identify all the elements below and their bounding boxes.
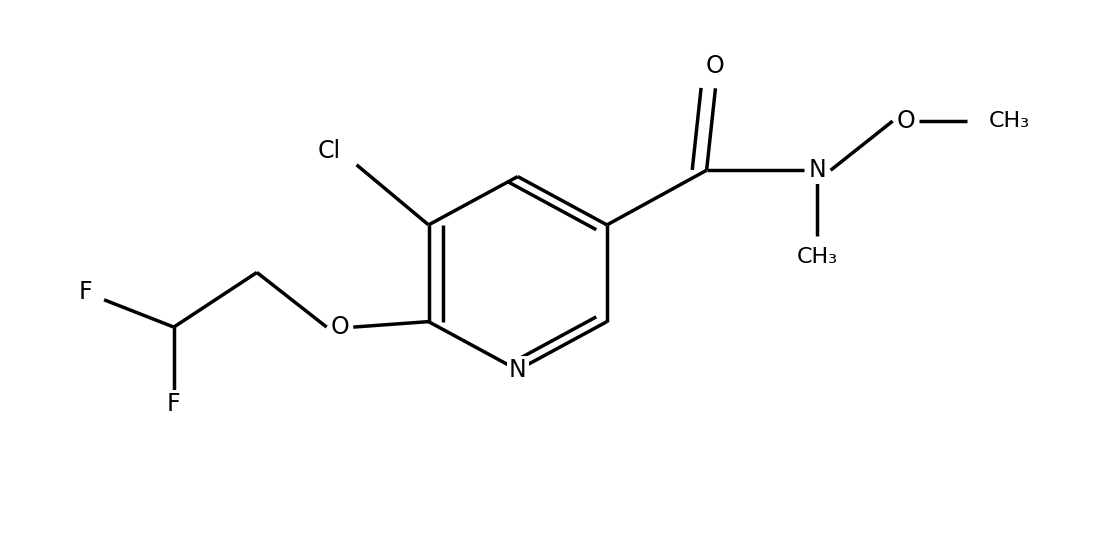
Text: Cl: Cl	[317, 139, 341, 163]
Text: O: O	[897, 109, 915, 133]
Text: N: N	[509, 358, 526, 382]
Text: CH₃: CH₃	[989, 111, 1031, 131]
Text: N: N	[808, 158, 826, 182]
Text: O: O	[706, 55, 725, 78]
Text: O: O	[331, 315, 349, 339]
Text: F: F	[78, 279, 92, 304]
Text: F: F	[167, 391, 180, 416]
Text: CH₃: CH₃	[797, 247, 838, 267]
